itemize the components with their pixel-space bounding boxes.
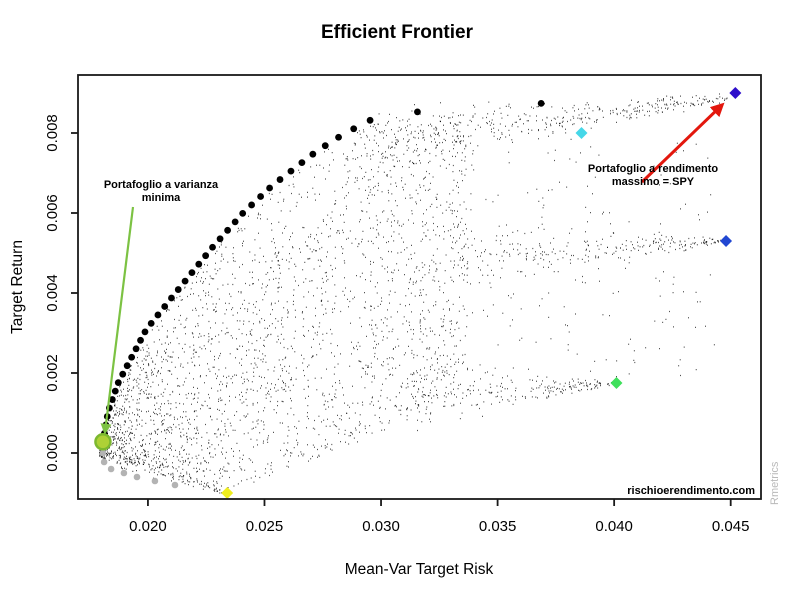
- frontier-dot: [350, 125, 358, 133]
- frontier-dot: [132, 345, 140, 353]
- frontier-dot: [239, 210, 247, 217]
- asset-diamond: [575, 127, 588, 139]
- inefficient-dot: [171, 481, 179, 489]
- max-return-annotation-line2: massimo = SPY: [611, 176, 695, 188]
- frontier-dot: [248, 201, 256, 209]
- frontier-dot: [119, 370, 127, 378]
- y-tick-label: 0.008: [44, 114, 61, 152]
- frontier-dot: [111, 387, 119, 395]
- rmetrics-brand: Rmetrics: [769, 461, 781, 505]
- frontier-dot: [174, 286, 182, 293]
- max-return-annotation-line1: Portafoglio a rendimento: [587, 163, 719, 175]
- x-tick-label: 0.035: [479, 518, 517, 535]
- frontier-dot: [321, 142, 329, 150]
- frontier-dot: [335, 133, 342, 141]
- inefficient-dot: [100, 458, 108, 466]
- y-tick-label: 0.006: [44, 194, 61, 232]
- x-tick-label: 0.030: [362, 518, 400, 535]
- frontier-dot: [257, 193, 264, 200]
- inefficient-dot: [133, 473, 141, 481]
- frontier-dot: [266, 184, 273, 192]
- asset-diamond: [720, 235, 733, 247]
- min-variance-annotation-line2: minima: [141, 192, 181, 204]
- frontier-dot: [366, 116, 374, 124]
- frontier-dot: [114, 379, 122, 387]
- frontier-dot: [309, 150, 317, 158]
- frontier-dot: [195, 260, 203, 268]
- frontier-dot: [224, 226, 232, 234]
- x-tick-label: 0.040: [595, 518, 633, 535]
- frontier-dot: [161, 303, 169, 310]
- frontier-dot: [188, 269, 196, 277]
- frontier-dot: [123, 362, 131, 370]
- axis-ticks: 0.020 0.025 0.030 0.035 0.040 0.045 0.000 0.002…: [44, 114, 749, 535]
- frontier-dot: [202, 252, 210, 260]
- asset-diamond: [221, 487, 234, 499]
- min-variance-pointer-line: [100, 206, 135, 435]
- inefficient-dot: [99, 449, 107, 457]
- inefficient-dot: [151, 477, 159, 485]
- min-variance-point: [94, 433, 112, 451]
- frontier-dot: [128, 353, 136, 361]
- frontier-dot: [537, 100, 545, 107]
- efficient-frontier-dots: [99, 100, 545, 489]
- x-tick-label: 0.045: [712, 518, 750, 535]
- cloud-points: [99, 93, 728, 495]
- frontier-dot: [137, 336, 144, 344]
- x-axis-label: Mean-Var Target Risk: [344, 561, 494, 578]
- inefficient-dot: [107, 465, 115, 473]
- frontier-dot: [287, 167, 295, 175]
- chart-title: Efficient Frontier: [320, 22, 474, 43]
- y-tick-label: 0.004: [44, 274, 61, 312]
- frontier-dot: [414, 108, 421, 116]
- plot-frame: [77, 74, 762, 500]
- frontier-dot: [231, 218, 239, 226]
- frontier-dot: [108, 396, 116, 403]
- min-variance-annotation-line1: Portafoglio a varianza: [103, 179, 219, 191]
- frontier-dot: [147, 320, 155, 327]
- frontier-dot: [168, 294, 175, 302]
- x-tick-label: 0.025: [246, 518, 284, 535]
- spy-diamond: [729, 87, 742, 99]
- y-axis-label: Target Return: [9, 240, 26, 334]
- single-asset-diamonds: [221, 87, 742, 499]
- asset-diamond: [610, 377, 623, 389]
- frontier-dot: [216, 235, 224, 243]
- frontier-dot: [298, 159, 306, 167]
- watermark: rischioerendimento.com: [627, 485, 755, 497]
- special-points: [94, 433, 112, 451]
- y-tick-label: 0.000: [44, 434, 61, 472]
- x-tick-label: 0.020: [129, 518, 167, 535]
- max-return-annotation: Portafoglio a rendimento massimo = SPY: [588, 163, 718, 189]
- inefficient-dot: [120, 469, 128, 477]
- random-portfolios-cloud: [99, 93, 728, 495]
- frontier-dot: [154, 311, 162, 319]
- max-return-arrow: [640, 102, 725, 184]
- min-variance-annotation: Portafoglio a varianza minima: [104, 179, 218, 205]
- frontier-dot: [276, 176, 284, 183]
- frontier-dot: [181, 277, 189, 285]
- frontier-dot: [209, 243, 216, 251]
- y-tick-label: 0.002: [44, 354, 61, 392]
- frontier-dot: [141, 328, 149, 336]
